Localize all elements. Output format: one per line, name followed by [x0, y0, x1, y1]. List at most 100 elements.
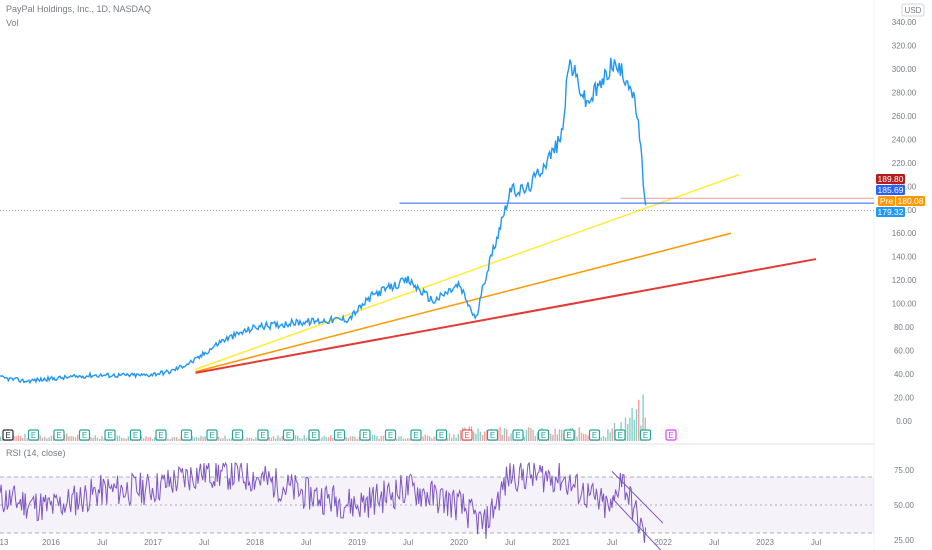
- volume-bar: [151, 439, 154, 441]
- volume-bar: [167, 438, 169, 441]
- earnings-marker[interactable]: E: [257, 429, 269, 441]
- volume-bar: [44, 436, 46, 441]
- volume-bar: [321, 437, 323, 441]
- volume-bar: [92, 437, 94, 441]
- earnings-marker[interactable]: E: [333, 429, 346, 441]
- earnings-marker[interactable]: E: [78, 429, 91, 441]
- volume-bar: [424, 434, 426, 441]
- volume-bar: [74, 437, 77, 441]
- earnings-marker-label: E: [260, 431, 265, 440]
- volume-bar: [627, 424, 629, 441]
- volume-bar: [118, 435, 121, 441]
- volume-bar: [457, 433, 459, 441]
- volume-bar: [481, 435, 484, 441]
- time-axis[interactable]: 13 2016 Jul 2017 Jul 2018 Jul 2019 Jul 2020 Jul 202…: [0, 538, 821, 547]
- earnings-marker[interactable]: E: [308, 429, 320, 441]
- time-tick-label: Jul: [811, 538, 821, 547]
- earnings-marker[interactable]: E: [614, 429, 626, 441]
- trendlines[interactable]: [195, 173, 817, 374]
- volume-bar: [127, 436, 129, 441]
- volume-bar: [499, 426, 501, 441]
- earnings-marker-label: E: [311, 431, 316, 440]
- price-tag-label: 179.32: [878, 207, 904, 217]
- time-tick-label: 13: [0, 538, 9, 547]
- volume-bar: [556, 434, 558, 441]
- earnings-marker[interactable]: E: [231, 429, 244, 441]
- volume-bar: [202, 436, 204, 441]
- currency-badge[interactable]: [901, 3, 925, 17]
- volume-bar: [528, 427, 530, 441]
- price-tick-label: 120.00: [892, 276, 917, 285]
- earnings-marker[interactable]: E: [563, 429, 575, 441]
- volume-bar: [558, 429, 561, 441]
- earnings-marker[interactable]: E: [27, 429, 40, 441]
- volume-bar: [255, 437, 257, 441]
- time-tick-label: 2020: [450, 538, 468, 547]
- volume-bar: [475, 433, 477, 441]
- price-tick-label: 300.00: [892, 65, 917, 74]
- volume-bar: [231, 438, 233, 441]
- earnings-marker[interactable]: E: [537, 429, 550, 441]
- volume-bar: [374, 434, 376, 441]
- volume-bar: [644, 417, 646, 441]
- earnings-marker[interactable]: E: [206, 429, 218, 441]
- volume-bar: [382, 435, 385, 441]
- rsi-wedge-upper[interactable]: [611, 471, 664, 524]
- volume-bar: [70, 436, 72, 441]
- earnings-marker[interactable]: E: [180, 429, 193, 441]
- trendline-yellow[interactable]: [195, 173, 740, 371]
- earnings-marker[interactable]: E: [435, 429, 448, 441]
- earnings-marker[interactable]: E: [639, 429, 652, 441]
- volume-bar: [154, 437, 156, 441]
- earnings-marker[interactable]: E: [384, 429, 397, 441]
- volume-bar: [574, 429, 576, 441]
- time-tick-label: Jul: [97, 538, 107, 547]
- volume-bar: [580, 432, 583, 441]
- earnings-marker[interactable]: E: [155, 429, 167, 441]
- earnings-marker[interactable]: E: [53, 429, 65, 441]
- volume-bar: [319, 438, 321, 441]
- earnings-marker-label: E: [413, 431, 418, 440]
- rsi-pane[interactable]: 25.00 50.00 75.00: [0, 461, 915, 550]
- earnings-marker[interactable]: E: [410, 429, 422, 441]
- volume-bar: [204, 436, 206, 441]
- price-tick-label: 220.00: [892, 159, 917, 168]
- time-tick-label: 2022: [654, 538, 672, 547]
- earnings-marker[interactable]: E: [359, 429, 371, 441]
- earnings-marker[interactable]: E: [2, 429, 14, 441]
- volume-bar: [41, 437, 44, 441]
- horizontal-levels[interactable]: [0, 197, 874, 212]
- earnings-marker-label: E: [668, 431, 673, 440]
- volume-label: Vol: [6, 18, 19, 28]
- earnings-marker-label: E: [184, 431, 189, 440]
- currency-label: USD: [905, 6, 922, 15]
- earnings-marker[interactable]: E: [461, 429, 473, 441]
- earnings-marker[interactable]: E: [282, 429, 295, 441]
- earnings-marker-label: E: [286, 431, 291, 440]
- earnings-marker[interactable]: E: [486, 429, 499, 441]
- time-tick-label: 2023: [756, 538, 774, 547]
- price-axis[interactable]: 0.00 20.00 40.00 60.00 80.00 100.00 120.00 140.…: [892, 18, 917, 426]
- earnings-marker[interactable]: E: [588, 429, 601, 441]
- volume-bar: [149, 437, 151, 441]
- trendline-red[interactable]: [195, 258, 817, 374]
- earnings-marker[interactable]: E: [104, 429, 116, 441]
- volume-bar: [431, 438, 433, 441]
- earnings-marker[interactable]: E: [665, 429, 677, 441]
- volume-bar: [143, 438, 145, 441]
- volume-bar: [426, 435, 429, 441]
- rsi-wedge-lower[interactable]: [611, 497, 663, 550]
- earnings-marker-label: E: [464, 431, 469, 440]
- volume-bar: [169, 439, 171, 441]
- volume-bar: [305, 437, 308, 441]
- price-tag-label: 180.08: [898, 196, 924, 206]
- volume-bar: [332, 438, 334, 441]
- earnings-marker-label: E: [541, 431, 546, 440]
- earnings-marker[interactable]: E: [512, 429, 524, 441]
- earnings-marker-label: E: [158, 431, 163, 440]
- volume-bar: [66, 433, 68, 441]
- trendline-orange[interactable]: [195, 232, 732, 373]
- earnings-marker[interactable]: E: [129, 429, 142, 441]
